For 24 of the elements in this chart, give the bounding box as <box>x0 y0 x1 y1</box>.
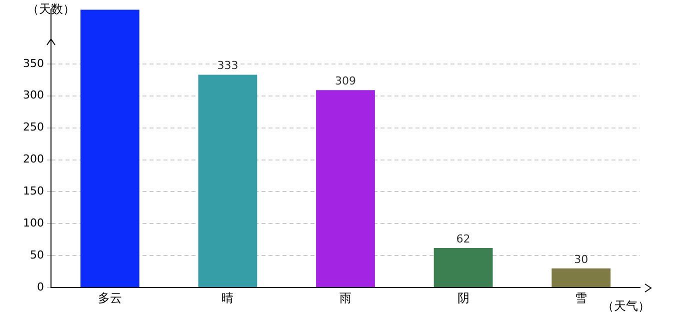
bar <box>552 268 611 288</box>
data-label: 62 <box>456 232 470 246</box>
x-tick-label: 晴 <box>222 290 234 305</box>
x-tick-label: 雨 <box>340 290 352 305</box>
y-tick-label: 250 <box>22 120 44 134</box>
data-label: 309 <box>335 74 356 88</box>
y-tick-label: 150 <box>22 184 44 198</box>
data-label: 30 <box>574 252 588 266</box>
y-tick-label: 100 <box>22 216 44 230</box>
x-axis-title: （天气） <box>601 298 651 314</box>
y-axis-title: （天数） <box>26 2 75 16</box>
x-tick-label: 阴 <box>457 290 470 305</box>
x-tick-label: 雪 <box>575 290 588 305</box>
data-label: 333 <box>217 59 238 72</box>
bar <box>80 10 140 288</box>
bar <box>434 248 493 288</box>
y-tick-label: 50 <box>30 248 44 262</box>
x-tick-label: 多云 <box>98 290 122 305</box>
y-tick-label: 0 <box>36 280 44 294</box>
y-tick-label: 350 <box>22 56 44 70</box>
y-tick-label: 300 <box>22 88 44 102</box>
bar <box>198 74 258 288</box>
bar <box>316 90 375 288</box>
y-tick-label: 200 <box>22 152 44 166</box>
